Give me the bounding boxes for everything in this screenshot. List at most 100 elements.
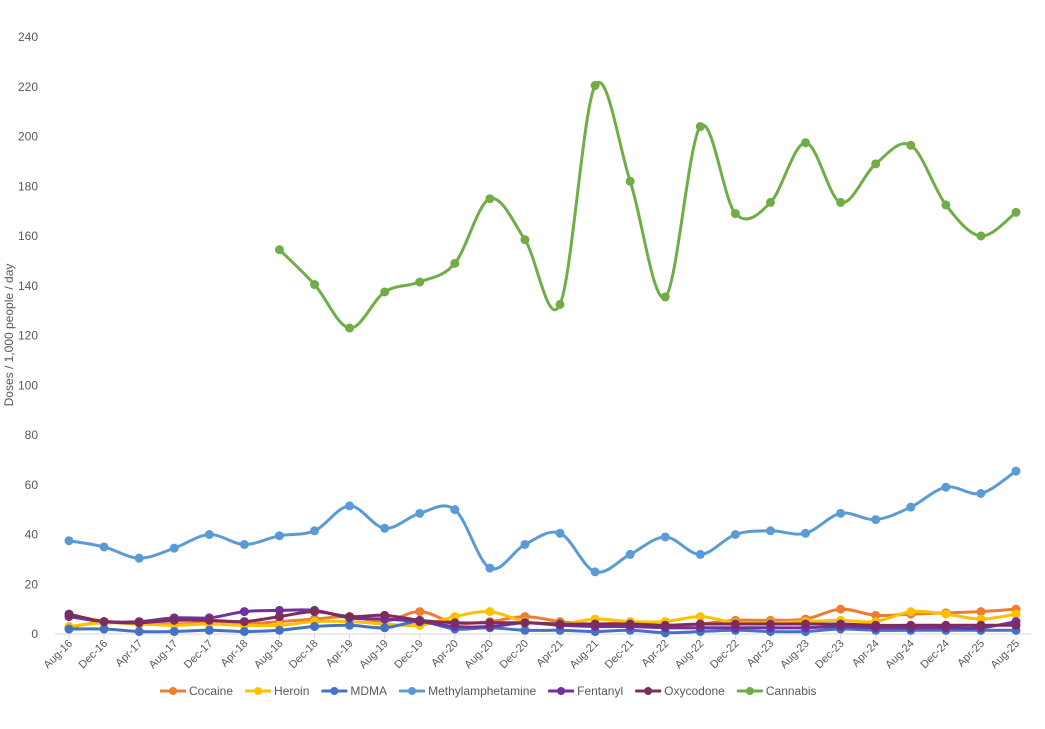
data-point-methylamphetamine xyxy=(660,532,670,542)
data-point-oxycodone xyxy=(871,620,881,630)
y-tick-label: 60 xyxy=(25,478,39,492)
data-point-methylamphetamine xyxy=(239,539,249,549)
data-point-methylamphetamine xyxy=(134,553,144,563)
x-tick-label: Dec-18 xyxy=(287,638,321,672)
x-tick-label: Dec-24 xyxy=(918,638,952,672)
data-point-oxycodone xyxy=(64,609,74,619)
data-point-methylamphetamine xyxy=(976,488,986,498)
data-point-cannabis xyxy=(590,81,600,91)
y-tick-label: 120 xyxy=(18,329,38,343)
data-point-oxycodone xyxy=(450,618,460,628)
series-group xyxy=(64,80,1021,638)
data-point-oxycodone xyxy=(415,615,425,625)
data-point-methylamphetamine xyxy=(906,502,916,512)
legend-marker xyxy=(330,687,339,695)
legend-item-cannabis: Cannabis xyxy=(736,684,817,698)
data-point-oxycodone xyxy=(695,619,705,629)
data-point-oxycodone xyxy=(310,607,320,617)
series-line-mdma xyxy=(68,620,1016,635)
x-tick-label: Aug-19 xyxy=(357,638,391,672)
y-tick-label: 100 xyxy=(18,378,38,392)
legend-marker xyxy=(254,687,263,695)
data-point-methylamphetamine xyxy=(64,536,74,546)
data-point-oxycodone xyxy=(274,612,284,622)
x-tick-label: Aug-18 xyxy=(252,638,286,672)
x-tick-label: Dec-16 xyxy=(77,638,111,672)
data-point-fentanyl xyxy=(239,607,249,617)
x-tick-label: Apr-23 xyxy=(745,638,777,670)
data-point-cannabis xyxy=(415,277,425,287)
data-point-oxycodone xyxy=(941,620,951,630)
x-tick-label: Apr-20 xyxy=(429,638,461,670)
data-point-methylamphetamine xyxy=(590,567,600,577)
x-tick-label: Dec-23 xyxy=(813,638,847,672)
x-tick-label: Apr-22 xyxy=(640,638,672,670)
data-point-cannabis xyxy=(555,299,565,309)
data-point-mdma xyxy=(169,627,179,637)
x-tick-label: Apr-18 xyxy=(219,638,251,670)
x-tick-label: Dec-22 xyxy=(708,638,742,672)
series-oxycodone xyxy=(64,607,1021,630)
y-tick-label: 220 xyxy=(18,80,38,94)
data-point-cannabis xyxy=(520,235,530,245)
legend-item-oxycodone: Oxycodone xyxy=(635,684,725,698)
series-line-methylamphetamine xyxy=(68,469,1017,574)
data-point-methylamphetamine xyxy=(730,530,740,539)
data-point-methylamphetamine xyxy=(695,549,705,559)
x-axis: Aug-16 Dec-16 Apr-17 Aug-17 Dec-17 Apr-18 Aug-… xyxy=(42,633,1031,672)
data-point-oxycodone xyxy=(976,620,986,630)
data-point-cannabis xyxy=(836,197,846,207)
x-tick-label: Aug-21 xyxy=(568,638,602,672)
data-point-oxycodone xyxy=(239,617,249,627)
y-tick-label: 200 xyxy=(18,130,38,144)
data-point-methylamphetamine xyxy=(520,539,530,549)
data-point-cannabis xyxy=(345,323,355,333)
data-point-methylamphetamine xyxy=(801,528,811,538)
data-point-cannabis xyxy=(485,194,495,204)
data-point-methylamphetamine xyxy=(169,543,179,553)
data-point-oxycodone xyxy=(801,619,811,629)
data-point-oxycodone xyxy=(204,615,214,625)
x-tick-label: Aug-24 xyxy=(883,638,917,672)
legend-label: Fentanyl xyxy=(577,684,623,698)
legend-marker xyxy=(745,687,754,695)
x-tick-label: Dec-20 xyxy=(498,638,532,672)
data-point-heroin xyxy=(485,607,495,617)
series-cannabis xyxy=(274,80,1021,333)
y-tick-label: 180 xyxy=(18,179,38,193)
data-point-methylamphetamine xyxy=(765,526,775,536)
data-point-oxycodone xyxy=(730,619,740,629)
data-point-oxycodone xyxy=(380,610,390,620)
x-tick-label: Apr-17 xyxy=(113,638,145,670)
data-point-heroin xyxy=(1011,609,1021,619)
y-tick-label: 160 xyxy=(18,229,38,243)
legend-label: Oxycodone xyxy=(664,684,725,698)
x-tick-label: Apr-24 xyxy=(850,638,882,670)
data-point-cannabis xyxy=(765,197,775,207)
legend-marker xyxy=(169,687,177,695)
x-tick-label: Apr-25 xyxy=(955,638,987,670)
data-point-mdma xyxy=(274,625,284,635)
x-tick-label: Dec-17 xyxy=(182,638,216,672)
legend-marker xyxy=(408,687,417,695)
y-tick-label: 240 xyxy=(18,30,38,44)
data-point-oxycodone xyxy=(836,619,846,629)
data-point-oxycodone xyxy=(485,618,495,628)
legend-item-cocaine: Cocaine xyxy=(160,684,233,698)
data-point-oxycodone xyxy=(520,618,530,628)
x-tick-label: Dec-19 xyxy=(392,638,426,672)
data-point-methylamphetamine xyxy=(871,515,881,525)
data-point-cannabis xyxy=(730,209,740,219)
data-point-cocaine xyxy=(836,604,846,614)
series-line-oxycodone xyxy=(68,610,1016,627)
data-point-oxycodone xyxy=(765,619,775,629)
data-point-oxycodone xyxy=(660,620,670,630)
x-tick-label: Aug-20 xyxy=(462,638,496,672)
legend-item-mdma: MDMA xyxy=(321,684,387,698)
data-point-methylamphetamine xyxy=(1011,466,1021,476)
y-axis: 0 20 40 60 80 100 120 140 160 180 200 220 240 xyxy=(18,30,38,641)
data-point-oxycodone xyxy=(906,620,916,630)
data-point-mdma xyxy=(204,625,214,635)
data-point-cannabis xyxy=(625,176,635,186)
